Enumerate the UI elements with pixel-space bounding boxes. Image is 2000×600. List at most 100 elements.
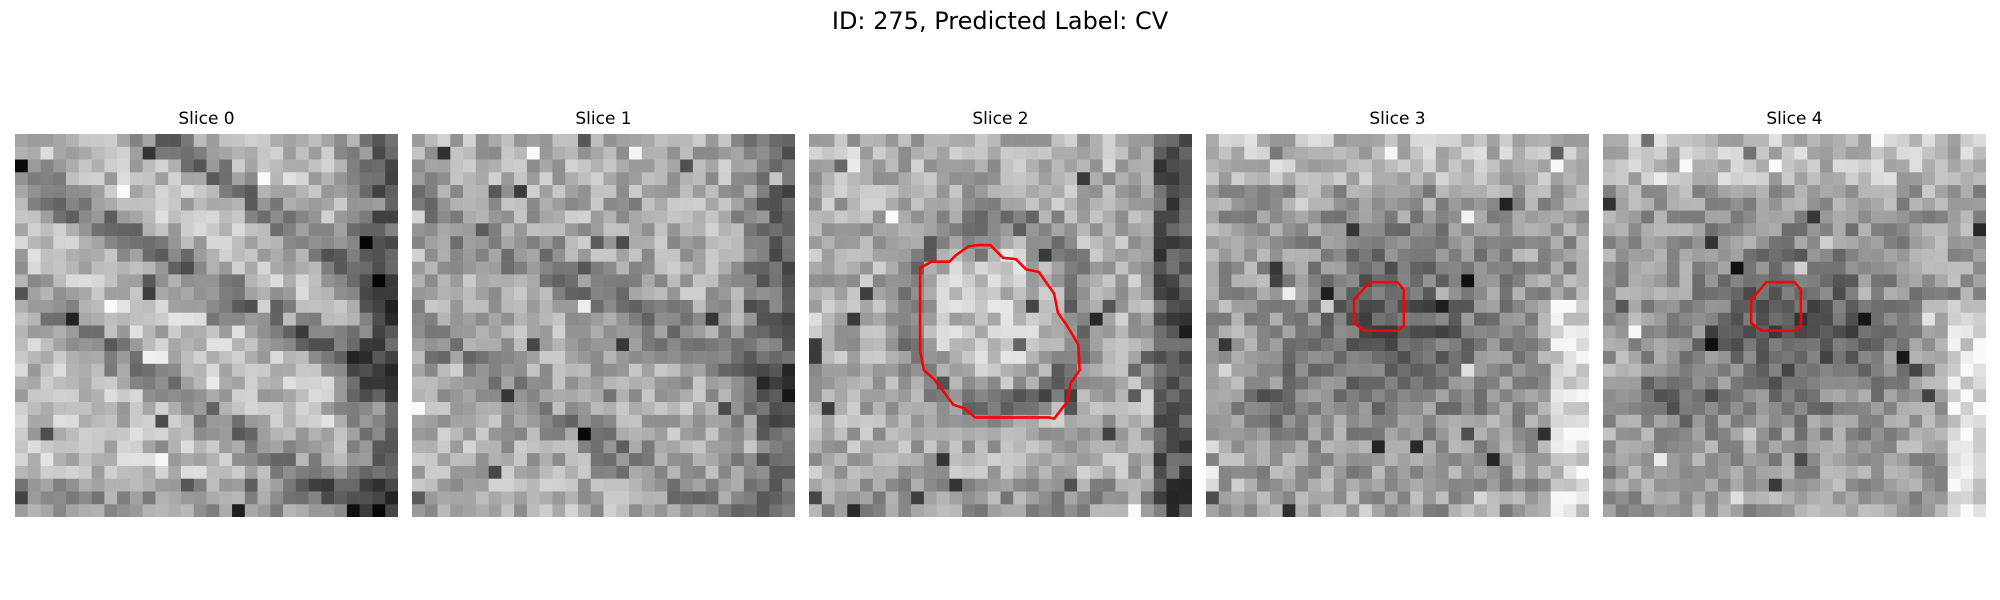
image-pixel	[1909, 159, 1923, 173]
image-pixel	[1474, 402, 1488, 416]
image-pixel	[372, 134, 386, 148]
image-pixel	[1474, 389, 1488, 403]
image-pixel	[463, 248, 477, 262]
image-pixel	[40, 172, 54, 186]
image-pixel	[206, 274, 220, 288]
image-pixel	[15, 427, 29, 441]
image-pixel	[936, 274, 950, 288]
image-pixel	[219, 197, 233, 211]
image-pixel	[629, 172, 643, 186]
image-pixel	[450, 312, 464, 326]
image-pixel	[526, 402, 540, 416]
image-pixel	[1140, 453, 1154, 467]
image-pixel	[346, 478, 360, 492]
image-pixel	[155, 134, 169, 148]
image-pixel	[1692, 197, 1706, 211]
image-pixel	[962, 159, 976, 173]
image-pixel	[40, 491, 54, 505]
image-pixel	[590, 236, 604, 250]
image-pixel	[1628, 338, 1642, 352]
image-pixel	[78, 261, 92, 275]
image-pixel	[180, 299, 194, 313]
image-pixel	[962, 146, 976, 160]
image-pixel	[142, 440, 156, 454]
image-pixel	[885, 287, 899, 301]
image-pixel	[155, 236, 169, 250]
image-pixel	[1883, 210, 1897, 224]
image-pixel	[385, 453, 398, 467]
image-pixel	[501, 274, 515, 288]
image-pixel	[91, 248, 105, 262]
image-pixel	[372, 478, 386, 492]
image-pixel	[40, 351, 54, 365]
image-pixel	[168, 223, 182, 237]
image-pixel	[885, 185, 899, 199]
image-pixel	[1257, 389, 1271, 403]
image-pixel	[346, 325, 360, 339]
image-pixel	[1922, 465, 1936, 479]
image-pixel	[1550, 248, 1564, 262]
image-pixel	[743, 414, 757, 428]
image-pixel	[1730, 325, 1744, 339]
image-pixel	[1153, 210, 1167, 224]
image-pixel	[283, 261, 297, 275]
image-pixel	[1384, 159, 1398, 173]
image-pixel	[756, 287, 770, 301]
image-pixel	[168, 236, 182, 250]
image-pixel	[180, 248, 194, 262]
image-pixel	[1295, 440, 1309, 454]
image-pixel	[743, 504, 757, 517]
image-pixel	[1512, 402, 1526, 416]
image-pixel	[334, 185, 348, 199]
image-pixel	[308, 504, 322, 517]
image-pixel	[475, 287, 489, 301]
image-pixel	[1384, 146, 1398, 160]
image-pixel	[1960, 402, 1974, 416]
image-pixel	[1947, 453, 1961, 467]
image-pixel	[885, 261, 899, 275]
image-pixel	[1231, 389, 1245, 403]
image-pixel	[1654, 338, 1668, 352]
image-pixel	[1320, 146, 1334, 160]
image-pixel	[860, 427, 874, 441]
image-pixel	[1077, 325, 1091, 339]
image-pixel	[142, 299, 156, 313]
image-pixel	[1512, 274, 1526, 288]
image-pixel	[526, 146, 540, 160]
image-pixel	[718, 465, 732, 479]
image-pixel	[1922, 504, 1936, 517]
image-pixel	[244, 274, 258, 288]
image-pixel	[1179, 261, 1192, 275]
image-pixel	[1871, 223, 1885, 237]
image-pixel	[1537, 274, 1551, 288]
image-pixel	[834, 440, 848, 454]
image-pixel	[1269, 274, 1283, 288]
image-pixel	[1000, 453, 1014, 467]
image-pixel	[936, 338, 950, 352]
image-pixel	[180, 172, 194, 186]
image-pixel	[1730, 440, 1744, 454]
image-pixel	[295, 299, 309, 313]
image-pixel	[53, 453, 67, 467]
image-pixel	[743, 236, 757, 250]
image-pixel	[809, 185, 823, 199]
image-pixel	[1282, 465, 1296, 479]
image-pixel	[1550, 453, 1564, 467]
image-pixel	[1461, 440, 1475, 454]
image-pixel	[552, 491, 566, 505]
image-pixel	[168, 427, 182, 441]
image-pixel	[359, 223, 373, 237]
image-pixel	[346, 159, 360, 173]
image-pixel	[1269, 363, 1283, 377]
image-pixel	[488, 338, 502, 352]
image-pixel	[1077, 146, 1091, 160]
image-pixel	[1934, 376, 1948, 390]
image-pixel	[15, 261, 29, 275]
image-pixel	[129, 440, 143, 454]
image-pixel	[295, 465, 309, 479]
image-pixel	[1973, 236, 1986, 250]
image-pixel	[1026, 248, 1040, 262]
image-pixel	[872, 414, 886, 428]
image-pixel	[1140, 440, 1154, 454]
image-pixel	[911, 185, 925, 199]
